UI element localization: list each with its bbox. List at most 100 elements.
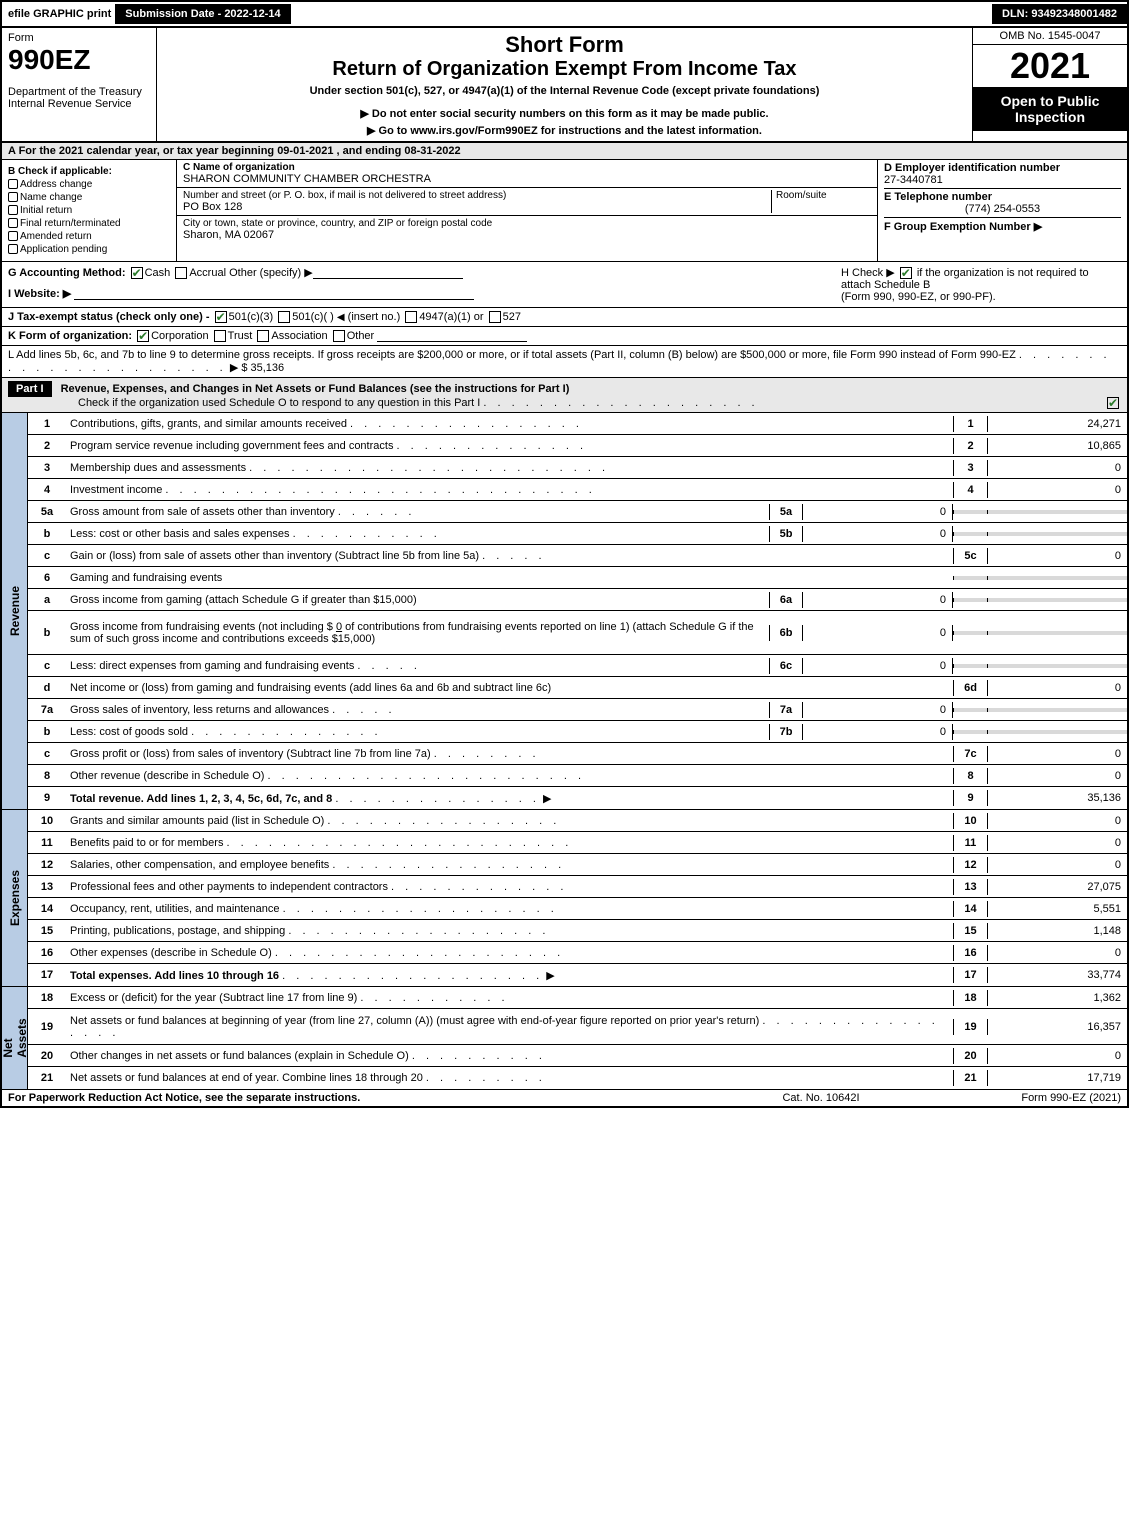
line-2: 2Program service revenue including gover… bbox=[28, 435, 1127, 457]
d-ein: 27-3440781 bbox=[884, 174, 1121, 186]
h-text3: (Form 990, 990-EZ, or 990-PF). bbox=[841, 291, 996, 303]
other-org-line[interactable] bbox=[377, 330, 527, 342]
checkbox-schedule-o[interactable] bbox=[1107, 397, 1119, 409]
checkbox-527[interactable] bbox=[489, 311, 501, 323]
checkbox-4947[interactable] bbox=[405, 311, 417, 323]
line-13: 13Professional fees and other payments t… bbox=[28, 876, 1127, 898]
e-label: E Telephone number bbox=[884, 188, 1121, 203]
part-i-title: Revenue, Expenses, and Changes in Net As… bbox=[61, 383, 570, 395]
b-opt-application-pending[interactable]: Application pending bbox=[8, 244, 170, 255]
line-3: 3Membership dues and assessments . . . .… bbox=[28, 457, 1127, 479]
expenses-side-label: Expenses bbox=[2, 810, 28, 986]
line-7b: bLess: cost of goods sold . . . . . . . … bbox=[28, 721, 1127, 743]
subtitle-ssn-warning: ▶ Do not enter social security numbers o… bbox=[161, 107, 968, 120]
checkbox-accrual[interactable] bbox=[175, 267, 187, 279]
net-assets-block: Net Assets 18Excess or (deficit) for the… bbox=[0, 987, 1129, 1090]
row-j: J Tax-exempt status (check only one) - 5… bbox=[0, 308, 1129, 327]
checkbox-association[interactable] bbox=[257, 330, 269, 342]
line-20: 20Other changes in net assets or fund ba… bbox=[28, 1045, 1127, 1067]
form-word: Form bbox=[8, 32, 150, 44]
line-15: 15Printing, publications, postage, and s… bbox=[28, 920, 1127, 942]
top-strip: efile GRAPHIC print Submission Date - 20… bbox=[0, 0, 1129, 28]
line-18: 18Excess or (deficit) for the year (Subt… bbox=[28, 987, 1127, 1009]
e-phone: (774) 254-0553 bbox=[884, 203, 1121, 215]
footer-paperwork: For Paperwork Reduction Act Notice, see … bbox=[8, 1092, 721, 1104]
row-a-tax-year: A For the 2021 calendar year, or tax yea… bbox=[0, 143, 1129, 160]
section-c: C Name of organization SHARON COMMUNITY … bbox=[177, 160, 877, 261]
line-5c: cGain or (loss) from sale of assets othe… bbox=[28, 545, 1127, 567]
line-6a: aGross income from gaming (attach Schedu… bbox=[28, 589, 1127, 611]
g-label: G Accounting Method: bbox=[8, 267, 126, 279]
line-11: 11Benefits paid to or for members . . . … bbox=[28, 832, 1127, 854]
line-17: 17Total expenses. Add lines 10 through 1… bbox=[28, 964, 1127, 986]
b-opt-name-change[interactable]: Name change bbox=[8, 192, 170, 203]
line-6c: cLess: direct expenses from gaming and f… bbox=[28, 655, 1127, 677]
f-label: F Group Exemption Number ▶ bbox=[884, 217, 1121, 233]
row-l: L Add lines 5b, 6c, and 7b to line 9 to … bbox=[0, 346, 1129, 378]
footer-catno: Cat. No. 10642I bbox=[721, 1092, 921, 1104]
c-city-label: City or town, state or province, country… bbox=[183, 218, 871, 229]
c-addr-label: Number and street (or P. O. box, if mail… bbox=[183, 190, 771, 201]
checkbox-icon[interactable] bbox=[8, 205, 18, 215]
b-opt-amended-return[interactable]: Amended return bbox=[8, 231, 170, 242]
c-name-label: C Name of organization bbox=[183, 162, 871, 173]
c-addr: PO Box 128 bbox=[183, 201, 771, 213]
section-def: D Employer identification number 27-3440… bbox=[877, 160, 1127, 261]
part-i-sub: Check if the organization used Schedule … bbox=[78, 397, 480, 409]
line-7a: 7aGross sales of inventory, less returns… bbox=[28, 699, 1127, 721]
l-value: 35,136 bbox=[251, 362, 285, 374]
line-4: 4Investment income . . . . . . . . . . .… bbox=[28, 479, 1127, 501]
b-opt-initial-return[interactable]: Initial return bbox=[8, 205, 170, 216]
checkbox-icon[interactable] bbox=[8, 244, 18, 254]
footer-formno: Form 990-EZ (2021) bbox=[921, 1092, 1121, 1104]
line-6: 6Gaming and fundraising events bbox=[28, 567, 1127, 589]
page-footer: For Paperwork Reduction Act Notice, see … bbox=[0, 1090, 1129, 1108]
l-text: L Add lines 5b, 6c, and 7b to line 9 to … bbox=[8, 349, 1016, 361]
irs-label: Internal Revenue Service bbox=[8, 98, 150, 110]
line-7c: cGross profit or (loss) from sales of in… bbox=[28, 743, 1127, 765]
website-line[interactable] bbox=[74, 288, 474, 300]
revenue-block: Revenue 1Contributions, gifts, grants, a… bbox=[0, 413, 1129, 810]
part-i-header: Part I Revenue, Expenses, and Changes in… bbox=[0, 378, 1129, 413]
checkbox-icon[interactable] bbox=[8, 231, 18, 241]
checkbox-501c[interactable] bbox=[278, 311, 290, 323]
checkbox-corporation[interactable] bbox=[137, 330, 149, 342]
submission-date-button[interactable]: Submission Date - 2022-12-14 bbox=[115, 4, 290, 24]
checkbox-icon[interactable] bbox=[8, 179, 18, 189]
k-label: K Form of organization: bbox=[8, 330, 132, 342]
subtitle-goto-link[interactable]: ▶ Go to www.irs.gov/Form990EZ for instru… bbox=[161, 124, 968, 137]
checkbox-icon[interactable] bbox=[8, 192, 18, 202]
section-bcdef: B Check if applicable: Address change Na… bbox=[0, 160, 1129, 262]
line-12: 12Salaries, other compensation, and empl… bbox=[28, 854, 1127, 876]
revenue-side-label: Revenue bbox=[2, 413, 28, 809]
c-city: Sharon, MA 02067 bbox=[183, 229, 871, 241]
expenses-block: Expenses 10Grants and similar amounts pa… bbox=[0, 810, 1129, 987]
b-title: B Check if applicable: bbox=[8, 166, 170, 177]
line-5a: 5aGross amount from sale of assets other… bbox=[28, 501, 1127, 523]
checkbox-trust[interactable] bbox=[214, 330, 226, 342]
line-21: 21Net assets or fund balances at end of … bbox=[28, 1067, 1127, 1089]
c-org-name: SHARON COMMUNITY CHAMBER ORCHESTRA bbox=[183, 173, 871, 185]
dln-label: DLN: 93492348001482 bbox=[992, 4, 1127, 24]
checkbox-h[interactable] bbox=[900, 267, 912, 279]
line-9: 9Total revenue. Add lines 1, 2, 3, 4, 5c… bbox=[28, 787, 1127, 809]
checkbox-other-org[interactable] bbox=[333, 330, 345, 342]
efile-label[interactable]: efile GRAPHIC print bbox=[8, 8, 111, 20]
b-opt-final-return[interactable]: Final return/terminated bbox=[8, 218, 170, 229]
other-specify-line[interactable] bbox=[313, 267, 463, 279]
checkbox-501c3[interactable] bbox=[215, 311, 227, 323]
line-14: 14Occupancy, rent, utilities, and mainte… bbox=[28, 898, 1127, 920]
checkbox-cash[interactable] bbox=[131, 267, 143, 279]
line-6d: dNet income or (loss) from gaming and fu… bbox=[28, 677, 1127, 699]
d-label: D Employer identification number bbox=[884, 162, 1121, 174]
b-opt-address-change[interactable]: Address change bbox=[8, 179, 170, 190]
line-16: 16Other expenses (describe in Schedule O… bbox=[28, 942, 1127, 964]
line-19: 19Net assets or fund balances at beginni… bbox=[28, 1009, 1127, 1045]
l-arrow: ▶ $ bbox=[230, 362, 248, 374]
form-number: 990EZ bbox=[8, 44, 150, 76]
checkbox-icon[interactable] bbox=[8, 218, 18, 228]
title-return: Return of Organization Exempt From Incom… bbox=[161, 58, 968, 81]
omb-number: OMB No. 1545-0047 bbox=[973, 28, 1127, 45]
line-6b: bGross income from fundraising events (n… bbox=[28, 611, 1127, 655]
row-k: K Form of organization: Corporation Trus… bbox=[0, 327, 1129, 346]
